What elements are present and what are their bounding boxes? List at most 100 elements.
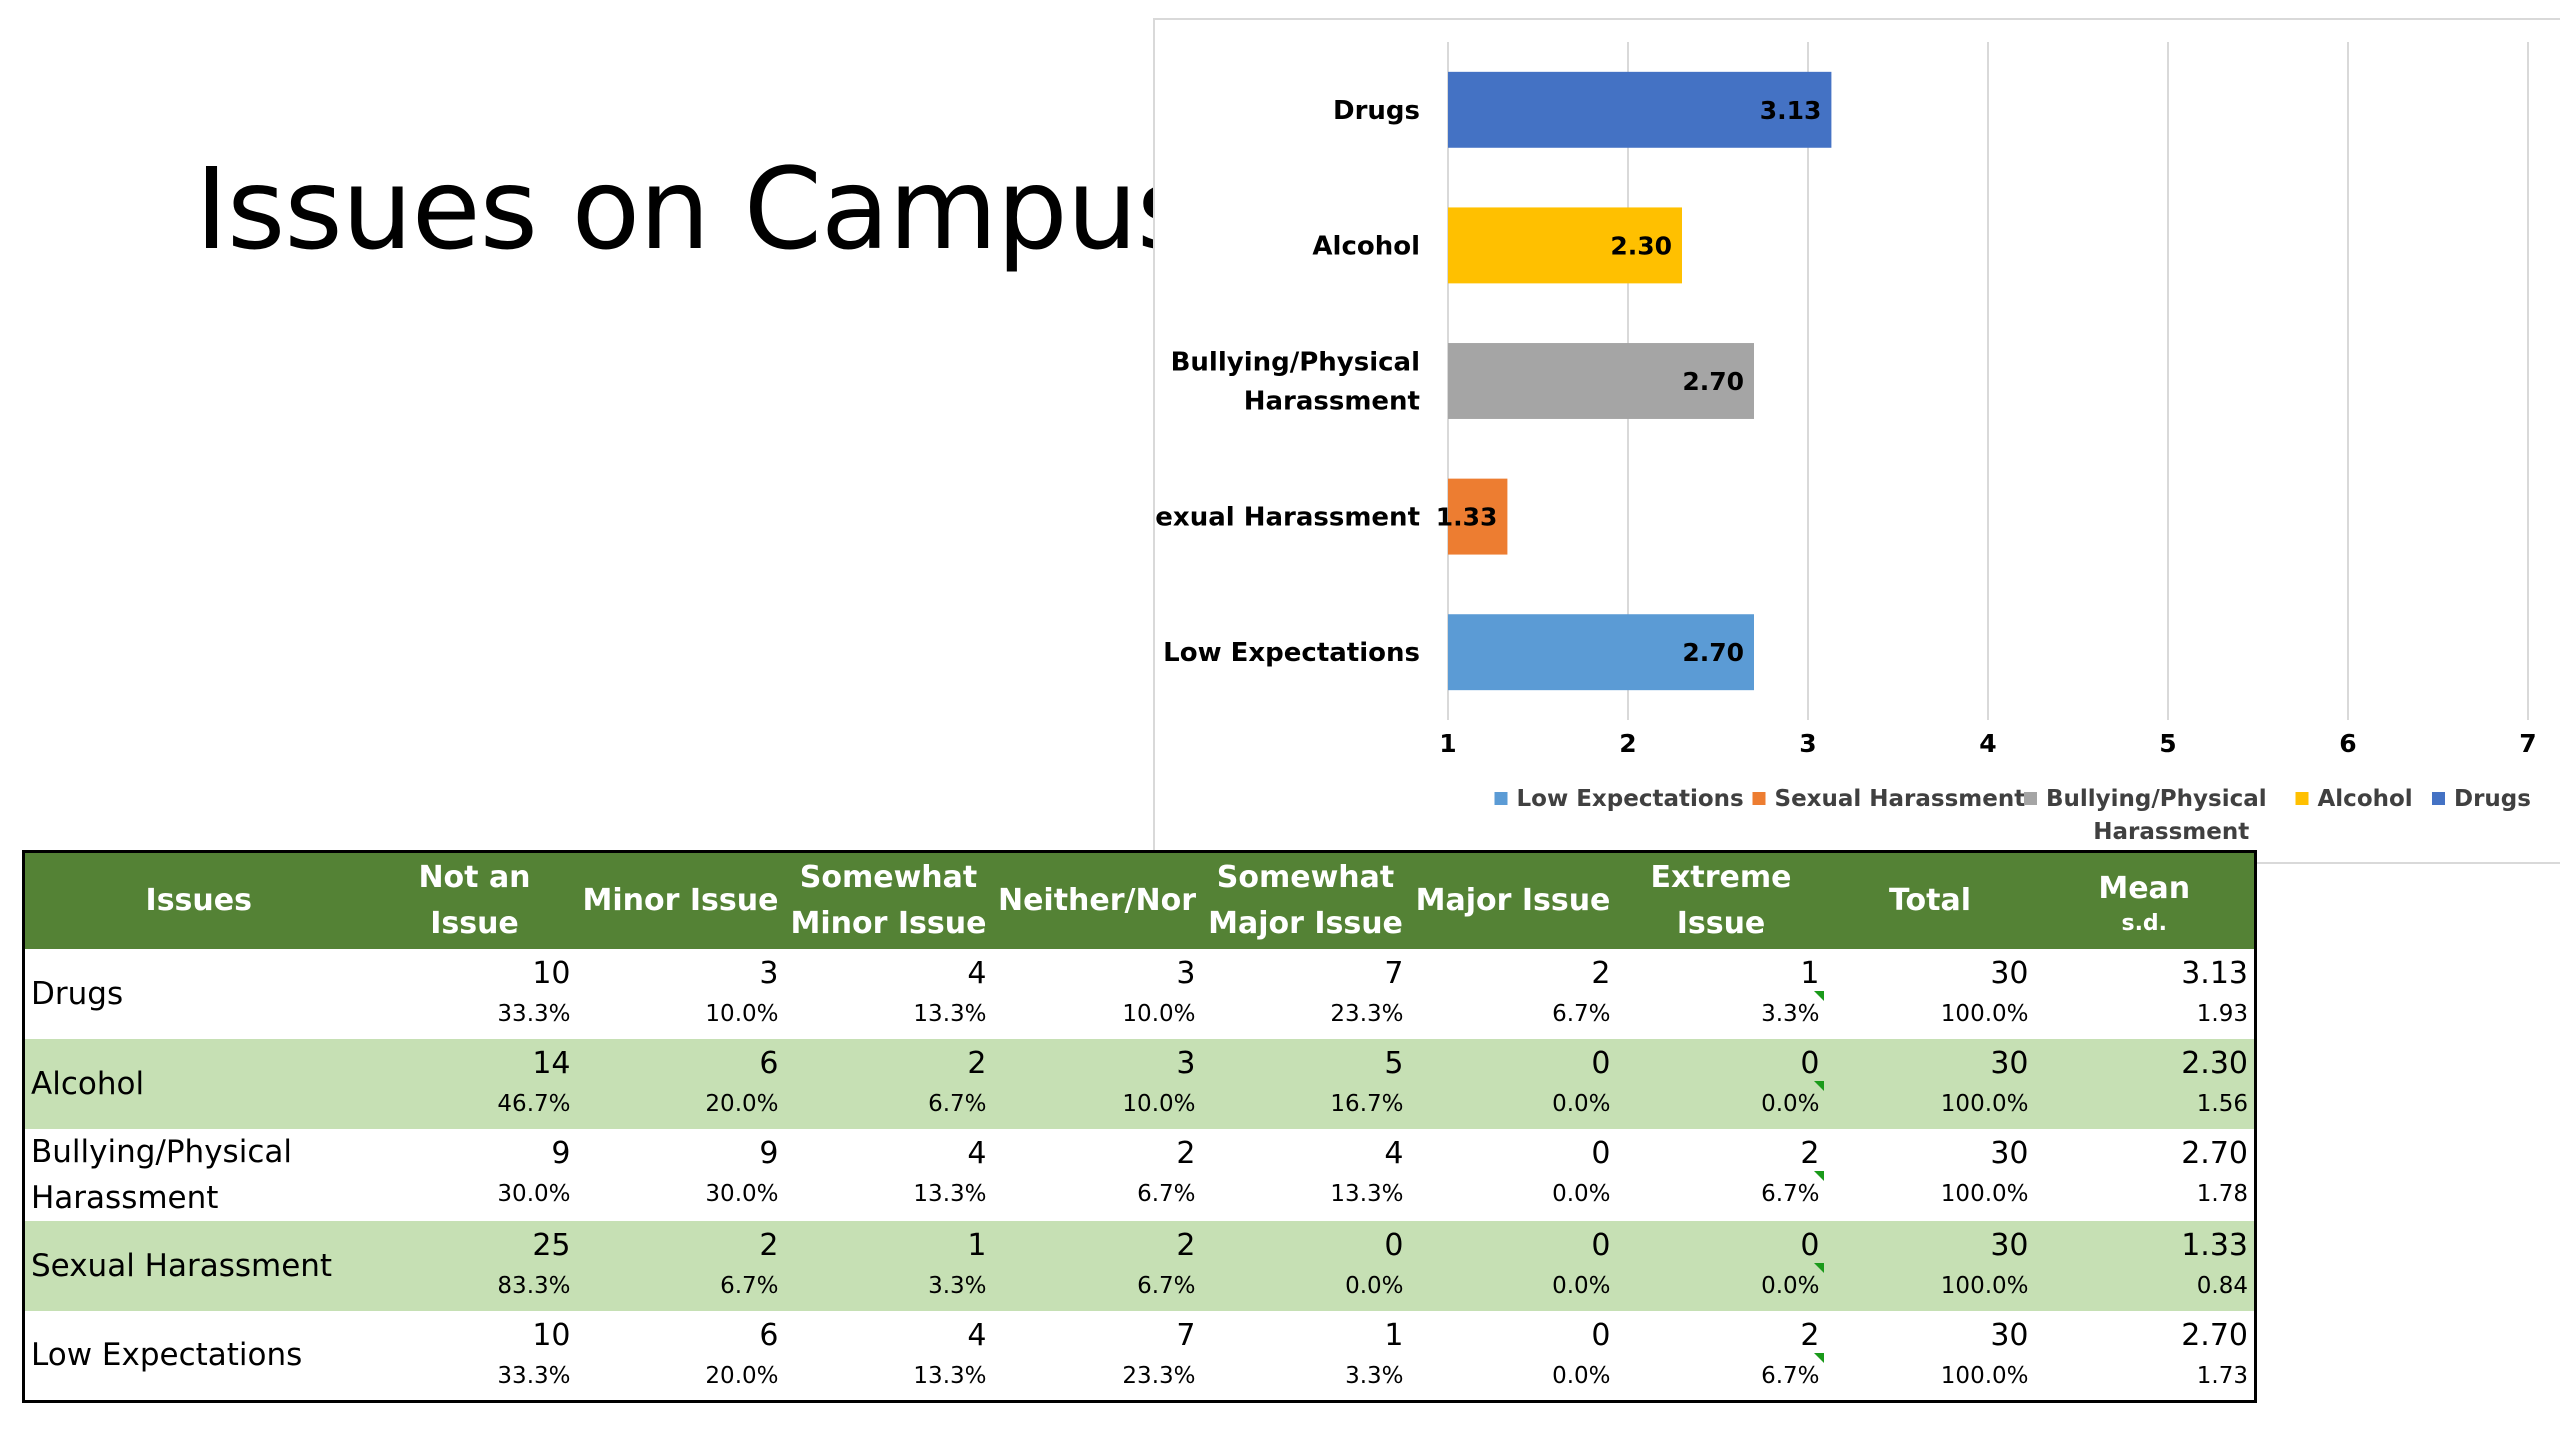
mean-value: 2.70 xyxy=(2181,1318,2248,1353)
percent-value: 33.3% xyxy=(497,1001,571,1027)
percent-value: 6.7% xyxy=(720,1273,779,1299)
value-cell: 0 0.0% xyxy=(1409,1039,1617,1129)
percent-value: 100.0% xyxy=(1940,1001,2029,1027)
percent-value: 20.0% xyxy=(705,1363,779,1389)
value-cell: 6 20.0% xyxy=(576,1039,785,1129)
count-value: 4 xyxy=(967,1318,987,1353)
count-value: 3 xyxy=(759,956,779,991)
value-cell: 30 100.0% xyxy=(1826,949,2035,1039)
mean-value: 1.33 xyxy=(2181,1228,2248,1263)
legend-label: Sexual Harassment xyxy=(1775,786,2026,812)
sd-value: 1.93 xyxy=(2196,1001,2248,1027)
table-row: Bullying/Physical Harassment 9 30.0% 9 30.0% 4… xyxy=(24,1129,2256,1221)
issue-cell: Sexual Harassment xyxy=(23,1221,373,1311)
count-value: 4 xyxy=(1384,1136,1404,1171)
value-cell: 4 13.3% xyxy=(785,949,993,1039)
table-row: Drugs 10 33.3% 3 10.0% 4 13.3% 3 10.0% 7 23.3% 2 6.7… xyxy=(24,949,2256,1039)
x-tick-label: 1 xyxy=(1439,729,1456,758)
x-tick-label: 2 xyxy=(1619,729,1636,758)
value-cell: 2 6.7% xyxy=(1410,949,1617,1039)
column-header-text: Issues xyxy=(145,883,252,918)
count-value: 7 xyxy=(1384,956,1404,991)
data-label: 2.70 xyxy=(1682,367,1744,396)
column-header: Total xyxy=(1825,851,2035,949)
column-header: Mean s.d. xyxy=(2034,851,2256,949)
value-cell: 7 23.3% xyxy=(993,1311,1202,1401)
value-cell: 2 6.7% xyxy=(992,1221,1202,1311)
value-cell: 4 13.3% xyxy=(785,1311,993,1401)
count-value: 2 xyxy=(1176,1228,1196,1263)
issue-label: Harassment xyxy=(31,1180,219,1216)
mean-value: 2.30 xyxy=(2181,1046,2248,1081)
value-cell: 0 0.0% xyxy=(1201,1221,1410,1311)
bar-low-expectations xyxy=(1448,614,1754,691)
legend-label: Alcohol xyxy=(2318,786,2413,812)
issue-label: Alcohol xyxy=(31,1066,145,1102)
percent-value: 13.3% xyxy=(913,1001,987,1027)
count-value: 14 xyxy=(532,1046,571,1081)
bar-chart: 1 2 3 4 5 6 7 Drugs 3.13 Alcohol 2.30 Bullying/Phys… xyxy=(1153,18,2560,864)
value-cell: 3 10.0% xyxy=(577,949,785,1039)
percent-value: 13.3% xyxy=(913,1363,987,1389)
legend-swatch xyxy=(1752,792,1766,805)
category-label: Sexual Harassment xyxy=(1155,503,1420,533)
value-cell: 30 100.0% xyxy=(1825,1039,2035,1129)
mean-value: 3.13 xyxy=(2181,956,2248,991)
percent-value: 0.0% xyxy=(1761,1091,1820,1117)
issue-cell: Alcohol xyxy=(23,1039,373,1129)
column-header: Major Issue xyxy=(1409,851,1617,949)
column-header-text: Issue xyxy=(1676,906,1766,941)
issue-label: Bullying/Physical xyxy=(31,1134,292,1170)
column-header: Issues xyxy=(23,851,373,949)
value-cell: 10 33.3% xyxy=(373,949,577,1039)
value-cell: 1 3.3% xyxy=(1202,1311,1410,1401)
percent-value: 83.3% xyxy=(497,1273,571,1299)
category-label: Alcohol xyxy=(1312,231,1420,261)
issue-cell: Low Expectations xyxy=(24,1311,373,1401)
category-label: Harassment xyxy=(1244,387,1420,417)
percent-value: 46.7% xyxy=(497,1091,571,1117)
mean-cell: 1.33 0.84 xyxy=(2034,1221,2256,1311)
sd-value: 0.84 xyxy=(2196,1273,2248,1299)
count-value: 0 xyxy=(1591,1136,1611,1171)
bar-drugs xyxy=(1448,71,1832,148)
percent-value: 3.3% xyxy=(1345,1363,1404,1389)
column-header: Not an Issue xyxy=(372,851,577,949)
data-label: 2.30 xyxy=(1610,231,1672,260)
value-cell: 4 13.3% xyxy=(785,1129,993,1221)
percent-value: 20.0% xyxy=(705,1091,779,1117)
count-value: 30 xyxy=(1990,1136,2029,1171)
count-value: 2 xyxy=(1176,1136,1196,1171)
legend-swatch xyxy=(2024,792,2037,805)
issue-label: Sexual Harassment xyxy=(31,1248,333,1284)
bar-bullying-physical-harassment xyxy=(1448,343,1754,419)
count-value: 9 xyxy=(759,1136,779,1171)
legend-label: Harassment xyxy=(2093,819,2249,845)
table-body: Drugs 10 33.3% 3 10.0% 4 13.3% 3 10.0% 7 23.3% 2 6.7… xyxy=(23,949,2256,1401)
value-cell: 30 100.0% xyxy=(1826,1311,2035,1401)
value-cell: 0 0.0% xyxy=(1410,1129,1617,1221)
percent-value: 0.0% xyxy=(1552,1181,1611,1207)
count-value: 30 xyxy=(1990,1228,2029,1263)
column-header-text: Not an xyxy=(418,860,531,895)
column-header: Somewhat Major Issue xyxy=(1201,851,1410,949)
x-tick-label: 5 xyxy=(2159,729,2176,758)
count-value: 30 xyxy=(1990,956,2029,991)
count-value: 10 xyxy=(532,1318,571,1353)
percent-value: 0.0% xyxy=(1552,1363,1611,1389)
percent-value: 23.3% xyxy=(1330,1001,1404,1027)
data-label: 2.70 xyxy=(1682,638,1744,667)
column-header: Neither/Nor xyxy=(992,851,1202,949)
percent-value: 6.7% xyxy=(928,1091,987,1117)
percent-value: 100.0% xyxy=(1940,1091,2029,1117)
mean-cell: 3.13 1.93 xyxy=(2035,949,2256,1039)
percent-value: 6.7% xyxy=(1761,1181,1820,1207)
legend-swatch xyxy=(2295,792,2309,805)
count-value: 4 xyxy=(967,956,987,991)
count-value: 0 xyxy=(1384,1228,1404,1263)
percent-value: 0.0% xyxy=(1345,1273,1404,1299)
percent-value: 33.3% xyxy=(497,1363,571,1389)
count-value: 6 xyxy=(759,1318,779,1353)
value-cell: 2 6.7% xyxy=(1617,1129,1826,1221)
percent-value: 100.0% xyxy=(1940,1181,2029,1207)
